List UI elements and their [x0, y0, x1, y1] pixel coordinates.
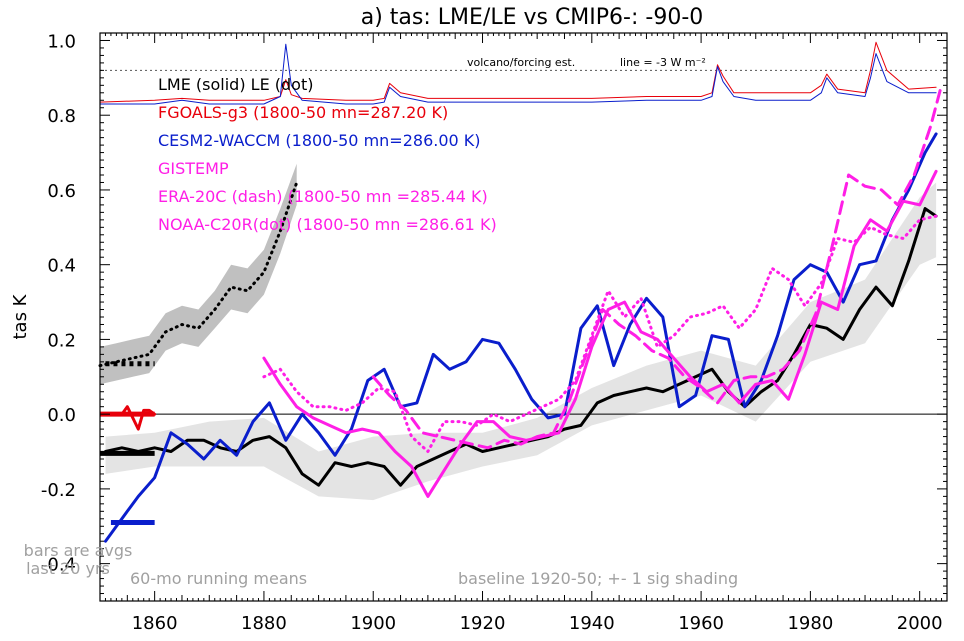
y-tick-label: 0.0	[47, 405, 76, 426]
y-tick-label: 1.0	[47, 31, 76, 52]
x-tick-label: 1940	[569, 613, 615, 634]
cesm2-waccm-line	[104, 132, 938, 543]
noaa-c20r-line	[262, 214, 938, 453]
chart-title: a) tas: LME/LE vs CMIP6-: -90-0	[361, 5, 704, 30]
y-tick-label: 0.8	[47, 106, 76, 127]
y-axis-label: tas K	[10, 293, 31, 339]
legend-gistemp: GISTEMP	[158, 159, 229, 178]
series-lines	[98, 41, 943, 543]
le-line	[98, 181, 299, 368]
legend-noaa-c20r: NOAA-C20R(dot) (1800-50 mn =286.61 K)	[158, 215, 497, 234]
y-tick-label: 0.6	[47, 181, 76, 202]
legend-lme-le: LME (solid) LE (dot)	[158, 75, 313, 94]
x-tick-label: 1920	[460, 613, 506, 634]
lme-spread-band	[105, 182, 937, 501]
y-tick-label: 0.4	[47, 256, 76, 277]
y-tick-label: -0.2	[41, 480, 76, 501]
era-20c-line	[371, 83, 943, 450]
y-tick-label: -0.4	[41, 555, 76, 576]
gistemp-line	[262, 169, 938, 498]
bars-note-line2: last 20 yrs	[26, 559, 110, 578]
bars-note-line1: bars are avgs	[24, 541, 133, 560]
x-tick-label: 1860	[132, 613, 178, 634]
volcano-label: volcano/forcing est.	[467, 56, 575, 69]
legend-cesm2: CESM2-WACCM (1800-50 mn=286.00 K)	[158, 131, 481, 150]
x-tick-label: 2000	[897, 613, 943, 634]
legend-era20c: ERA-20C (dash) (1800-50 mn =285.44 K)	[158, 187, 488, 206]
legend-fgoals: FGOALS-g3 (1800-50 mn=287.20 K)	[158, 103, 448, 122]
fgoals-g3-line	[120, 405, 157, 431]
forcing-scale-label: line = -3 W m⁻²	[620, 56, 706, 69]
axis-ticks: 1860 1880 1900 1920 1940 1960 1980 2000 1.0 0.8 0.…	[41, 31, 948, 634]
x-tick-label: 1960	[678, 613, 724, 634]
baseline-note: baseline 1920-50; +- 1 sig shading	[458, 569, 738, 588]
x-tick-label: 1900	[350, 613, 396, 634]
cesm2-waccm-forcing-line	[99, 43, 937, 105]
fgoals-g3-forcing-line	[99, 41, 937, 103]
running-mean-note: 60-mo running means	[130, 569, 307, 588]
x-tick-label: 1880	[241, 613, 287, 634]
y-tick-label: 0.2	[47, 330, 76, 351]
x-tick-label: 1980	[787, 613, 833, 634]
